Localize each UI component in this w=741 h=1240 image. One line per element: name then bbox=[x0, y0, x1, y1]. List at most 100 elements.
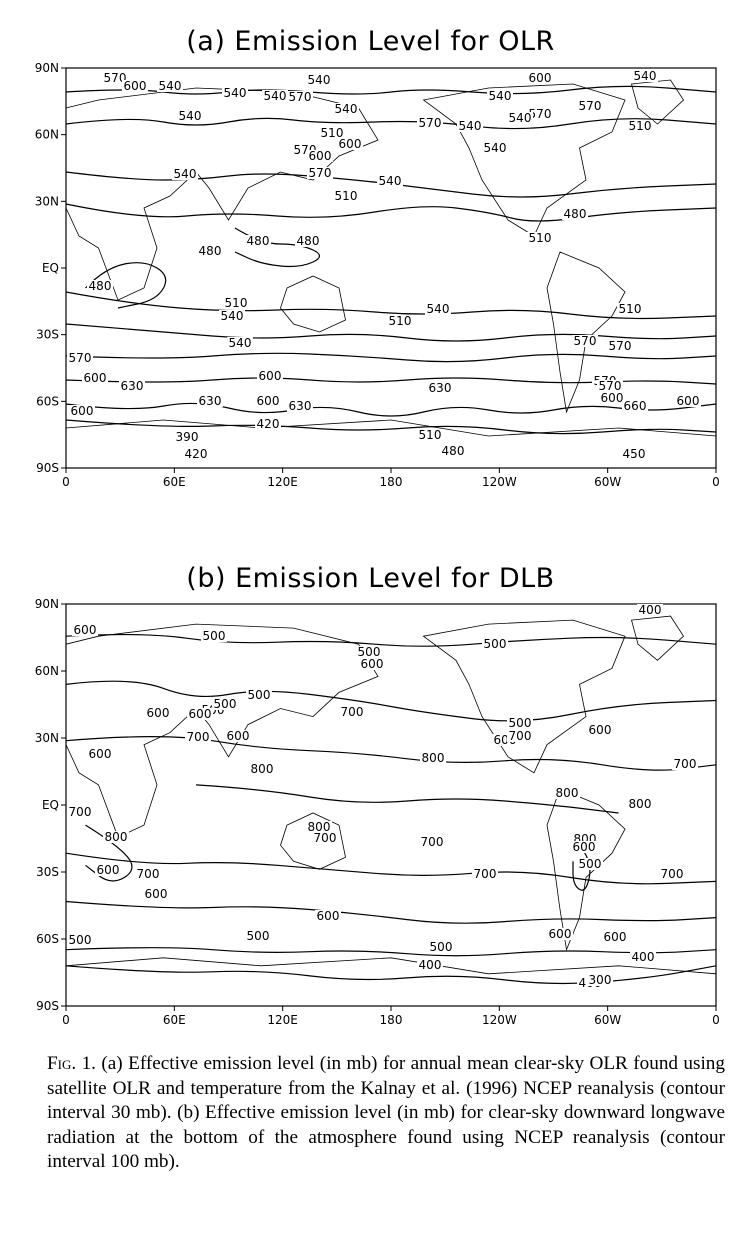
lon-tick-label: 120W bbox=[482, 1013, 517, 1027]
contour-label: 510 bbox=[619, 302, 642, 316]
contour-label: 480 bbox=[247, 234, 270, 248]
contour-label-bg bbox=[482, 638, 508, 650]
contour-label: 700 bbox=[314, 831, 337, 845]
contour-label-bg bbox=[587, 724, 613, 736]
contour-lines bbox=[65, 85, 717, 435]
contour-label: 510 bbox=[419, 428, 442, 442]
contour-label: 600 bbox=[309, 149, 332, 163]
contour-line bbox=[65, 117, 717, 130]
contour-label: 570 bbox=[309, 166, 332, 180]
contour-label: 630 bbox=[289, 399, 312, 413]
contour-label-bg bbox=[143, 888, 169, 900]
contour-label-bg bbox=[419, 836, 445, 848]
contour-line bbox=[65, 171, 717, 198]
caption-text: (a) Effective emission level (in mb) for… bbox=[47, 1053, 725, 1172]
contour-label: 480 bbox=[199, 244, 222, 258]
lat-tick-label: 90S bbox=[36, 999, 59, 1013]
contour-label: 480 bbox=[564, 207, 587, 221]
figure-label: Fig. 1. bbox=[47, 1053, 96, 1074]
contour-label-bg bbox=[622, 400, 648, 412]
lon-axis: 0 60E 120E 180 120W 60W 0 bbox=[62, 468, 720, 489]
contour-label: 500 bbox=[69, 933, 92, 947]
contour-label: 600 bbox=[97, 863, 120, 877]
contour-label: 500 bbox=[214, 697, 237, 711]
contour-label-bg bbox=[212, 698, 238, 710]
contour-label: 600 bbox=[601, 391, 624, 405]
contour-label-bg bbox=[245, 930, 271, 942]
contour-line bbox=[65, 680, 717, 722]
contour-label-bg bbox=[482, 142, 508, 154]
lat-tick-label: 30S bbox=[36, 865, 59, 879]
contour-label: 480 bbox=[297, 234, 320, 248]
coastline bbox=[65, 957, 717, 1007]
contour-line bbox=[85, 824, 133, 882]
contour-label: 540 bbox=[427, 302, 450, 316]
lon-tick-label: 120W bbox=[482, 475, 517, 489]
contour-label: 540 bbox=[224, 86, 247, 100]
contour-label-bg bbox=[222, 87, 248, 99]
contour-label-bg bbox=[359, 658, 385, 670]
contour-label: 500 bbox=[579, 857, 602, 871]
lon-tick-label: 0 bbox=[712, 1013, 720, 1027]
contour-label: 300 bbox=[589, 973, 612, 987]
contour-label: 600 bbox=[361, 657, 384, 671]
contour-label: 540 bbox=[489, 89, 512, 103]
contour-label: 510 bbox=[225, 296, 248, 310]
contour-label-bg bbox=[547, 928, 573, 940]
contour-label-bg bbox=[339, 706, 365, 718]
contour-label-bg bbox=[607, 340, 633, 352]
contour-label: 500 bbox=[484, 637, 507, 651]
contour-label-bg bbox=[337, 138, 363, 150]
contour-label: 420 bbox=[185, 447, 208, 461]
contour-label-bg bbox=[387, 315, 413, 327]
contour-label: 600 bbox=[145, 887, 168, 901]
contour-labels: 6005005004006005005005006006005007005006… bbox=[67, 603, 698, 990]
contour-label-bg bbox=[67, 934, 93, 946]
contour-label-bg bbox=[507, 112, 533, 124]
lon-tick-label: 120E bbox=[267, 475, 298, 489]
contour-label: 480 bbox=[442, 444, 465, 458]
contour-label: 630 bbox=[121, 379, 144, 393]
contour-label-bg bbox=[527, 232, 553, 244]
contour-line bbox=[65, 900, 717, 924]
contour-label-bg bbox=[197, 395, 223, 407]
contour-label: 600 bbox=[259, 369, 282, 383]
lat-tick-label: 30S bbox=[36, 328, 59, 342]
contour-label: 570 bbox=[104, 71, 127, 85]
contour-label-bg bbox=[255, 395, 281, 407]
contour-label: 600 bbox=[71, 404, 94, 418]
contour-label-bg bbox=[440, 445, 466, 457]
lat-tick-label: 60S bbox=[36, 394, 59, 408]
contour-label: 700 bbox=[341, 705, 364, 719]
contour-label: 600 bbox=[147, 706, 170, 720]
coastline bbox=[546, 788, 626, 952]
contour-label-bg bbox=[356, 646, 382, 658]
contour-label-bg bbox=[255, 418, 281, 430]
contour-label-bg bbox=[632, 70, 658, 82]
contour-label-bg bbox=[333, 190, 359, 202]
lon-tick-label: 60W bbox=[594, 475, 621, 489]
contour-label-bg bbox=[295, 235, 321, 247]
coastline bbox=[65, 419, 717, 469]
contour-label-bg bbox=[69, 405, 95, 417]
contour-label: 540 bbox=[509, 111, 532, 125]
contour-line bbox=[85, 262, 167, 309]
contour-label-bg bbox=[145, 707, 171, 719]
contour-label-bg bbox=[427, 382, 453, 394]
contour-label-bg bbox=[177, 110, 203, 122]
contour-label-bg bbox=[554, 787, 580, 799]
contour-label-bg bbox=[102, 72, 128, 84]
contour-label: 600 bbox=[573, 840, 596, 854]
lat-tick-label: 90N bbox=[35, 597, 59, 611]
contour-label: 600 bbox=[74, 623, 97, 637]
contour-label: 510 bbox=[389, 314, 412, 328]
lon-tick-label: 180 bbox=[380, 1013, 403, 1027]
contour-label-bg bbox=[417, 429, 443, 441]
contour-label: 540 bbox=[159, 79, 182, 93]
contour-label: 630 bbox=[199, 394, 222, 408]
contour-label: 600 bbox=[589, 723, 612, 737]
contour-label: 500 bbox=[430, 940, 453, 954]
contour-label: 540 bbox=[335, 102, 358, 116]
contour-label-bg bbox=[571, 841, 597, 853]
